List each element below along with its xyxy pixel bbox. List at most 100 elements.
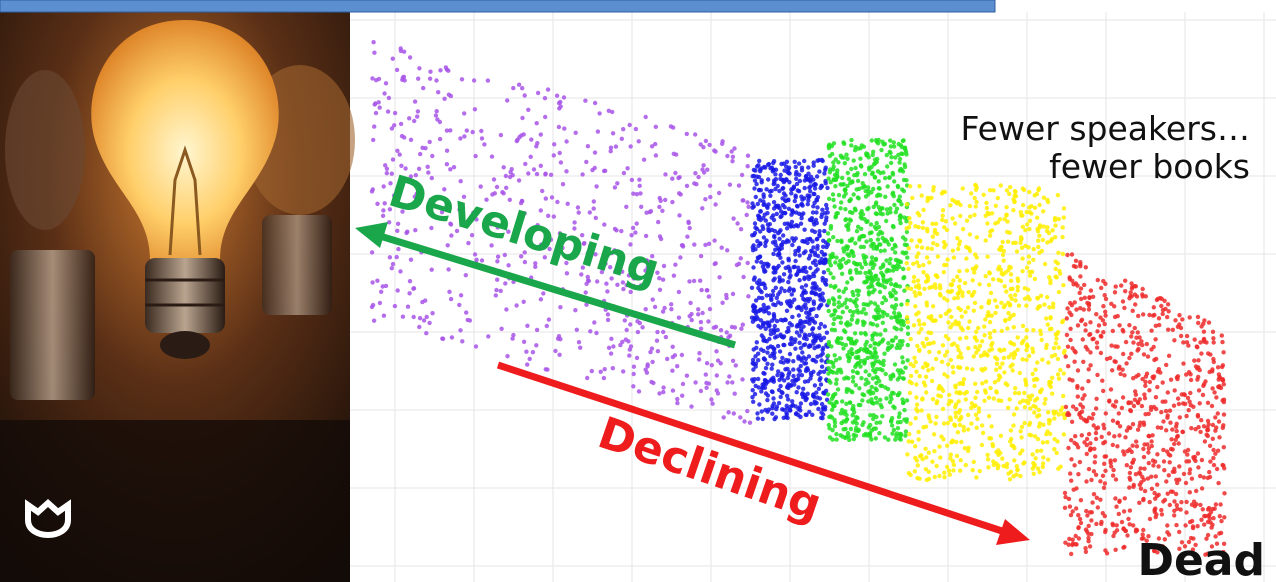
- dot: [766, 177, 770, 181]
- dot: [375, 202, 379, 206]
- dot: [1193, 455, 1197, 459]
- dot: [907, 432, 911, 436]
- dot: [395, 255, 399, 259]
- dot: [1146, 354, 1150, 358]
- dot: [1070, 378, 1074, 382]
- dot: [863, 260, 867, 264]
- dot: [829, 255, 833, 259]
- dot: [798, 253, 802, 257]
- dot: [1042, 401, 1046, 405]
- dot: [1109, 302, 1113, 306]
- dot: [844, 402, 848, 406]
- dot: [474, 258, 478, 262]
- dot: [826, 353, 830, 357]
- dot: [794, 411, 798, 415]
- dot: [629, 144, 633, 148]
- dot: [1131, 444, 1135, 448]
- dot: [1162, 459, 1166, 463]
- dot: [777, 279, 781, 283]
- dot: [974, 204, 978, 208]
- dot: [886, 387, 890, 391]
- dot: [704, 386, 708, 390]
- dot: [665, 357, 669, 361]
- dot: [1070, 303, 1074, 307]
- dot: [983, 367, 987, 371]
- dot: [760, 333, 764, 337]
- dot: [823, 211, 827, 215]
- dot: [793, 199, 797, 203]
- dot: [942, 245, 946, 249]
- dot: [1034, 405, 1038, 409]
- dot: [884, 396, 888, 400]
- dot: [951, 249, 955, 253]
- dot: [993, 380, 997, 384]
- dot: [816, 407, 820, 411]
- dot: [906, 343, 910, 347]
- dot: [873, 386, 877, 390]
- dot: [1172, 404, 1176, 408]
- dot: [649, 209, 653, 213]
- dot: [374, 78, 378, 82]
- dot: [399, 49, 403, 53]
- dot: [1002, 305, 1006, 309]
- dot: [746, 205, 750, 209]
- dot: [1117, 323, 1121, 327]
- dot: [942, 475, 946, 479]
- dot: [1068, 338, 1072, 342]
- dot: [398, 269, 402, 273]
- dot: [713, 202, 717, 206]
- dot: [800, 350, 804, 354]
- dot: [831, 235, 835, 239]
- dot: [677, 191, 681, 195]
- dot: [971, 278, 975, 282]
- dot: [1208, 459, 1212, 463]
- dot: [841, 310, 845, 314]
- dot: [878, 384, 882, 388]
- declining-label: Declining: [592, 407, 828, 531]
- dot: [1131, 422, 1135, 426]
- dot: [790, 292, 794, 296]
- dot: [779, 395, 783, 399]
- dot: [557, 353, 561, 357]
- dot: [526, 171, 530, 175]
- dot: [785, 367, 789, 371]
- dot: [917, 213, 921, 217]
- dot: [1172, 442, 1176, 446]
- dot: [1087, 307, 1091, 311]
- dot: [928, 341, 932, 345]
- dot: [708, 195, 712, 199]
- dot: [881, 273, 885, 277]
- dot: [515, 138, 519, 142]
- dot: [1094, 397, 1098, 401]
- dot: [550, 195, 554, 199]
- dot: [370, 280, 374, 284]
- dot: [1121, 527, 1125, 531]
- dot: [813, 253, 817, 257]
- dot: [1078, 291, 1082, 295]
- dot: [948, 473, 952, 477]
- dot: [1052, 437, 1056, 441]
- dot: [968, 249, 972, 253]
- dot: [945, 257, 949, 261]
- dot: [1121, 395, 1125, 399]
- dot: [756, 202, 760, 206]
- dot: [822, 261, 826, 265]
- dot: [813, 399, 817, 403]
- dot: [881, 264, 885, 268]
- dot: [1033, 193, 1037, 197]
- dot: [889, 144, 893, 148]
- dot: [1141, 287, 1145, 291]
- dot: [1154, 512, 1158, 516]
- dot: [973, 396, 977, 400]
- dot: [1122, 509, 1126, 513]
- dot: [866, 285, 870, 289]
- dot: [766, 222, 770, 226]
- dot: [597, 111, 601, 115]
- dot: [966, 346, 970, 350]
- dot: [785, 170, 789, 174]
- dot: [1211, 423, 1215, 427]
- dot: [1025, 328, 1029, 332]
- dot: [827, 238, 831, 242]
- dot: [520, 86, 524, 90]
- dot: [832, 404, 836, 408]
